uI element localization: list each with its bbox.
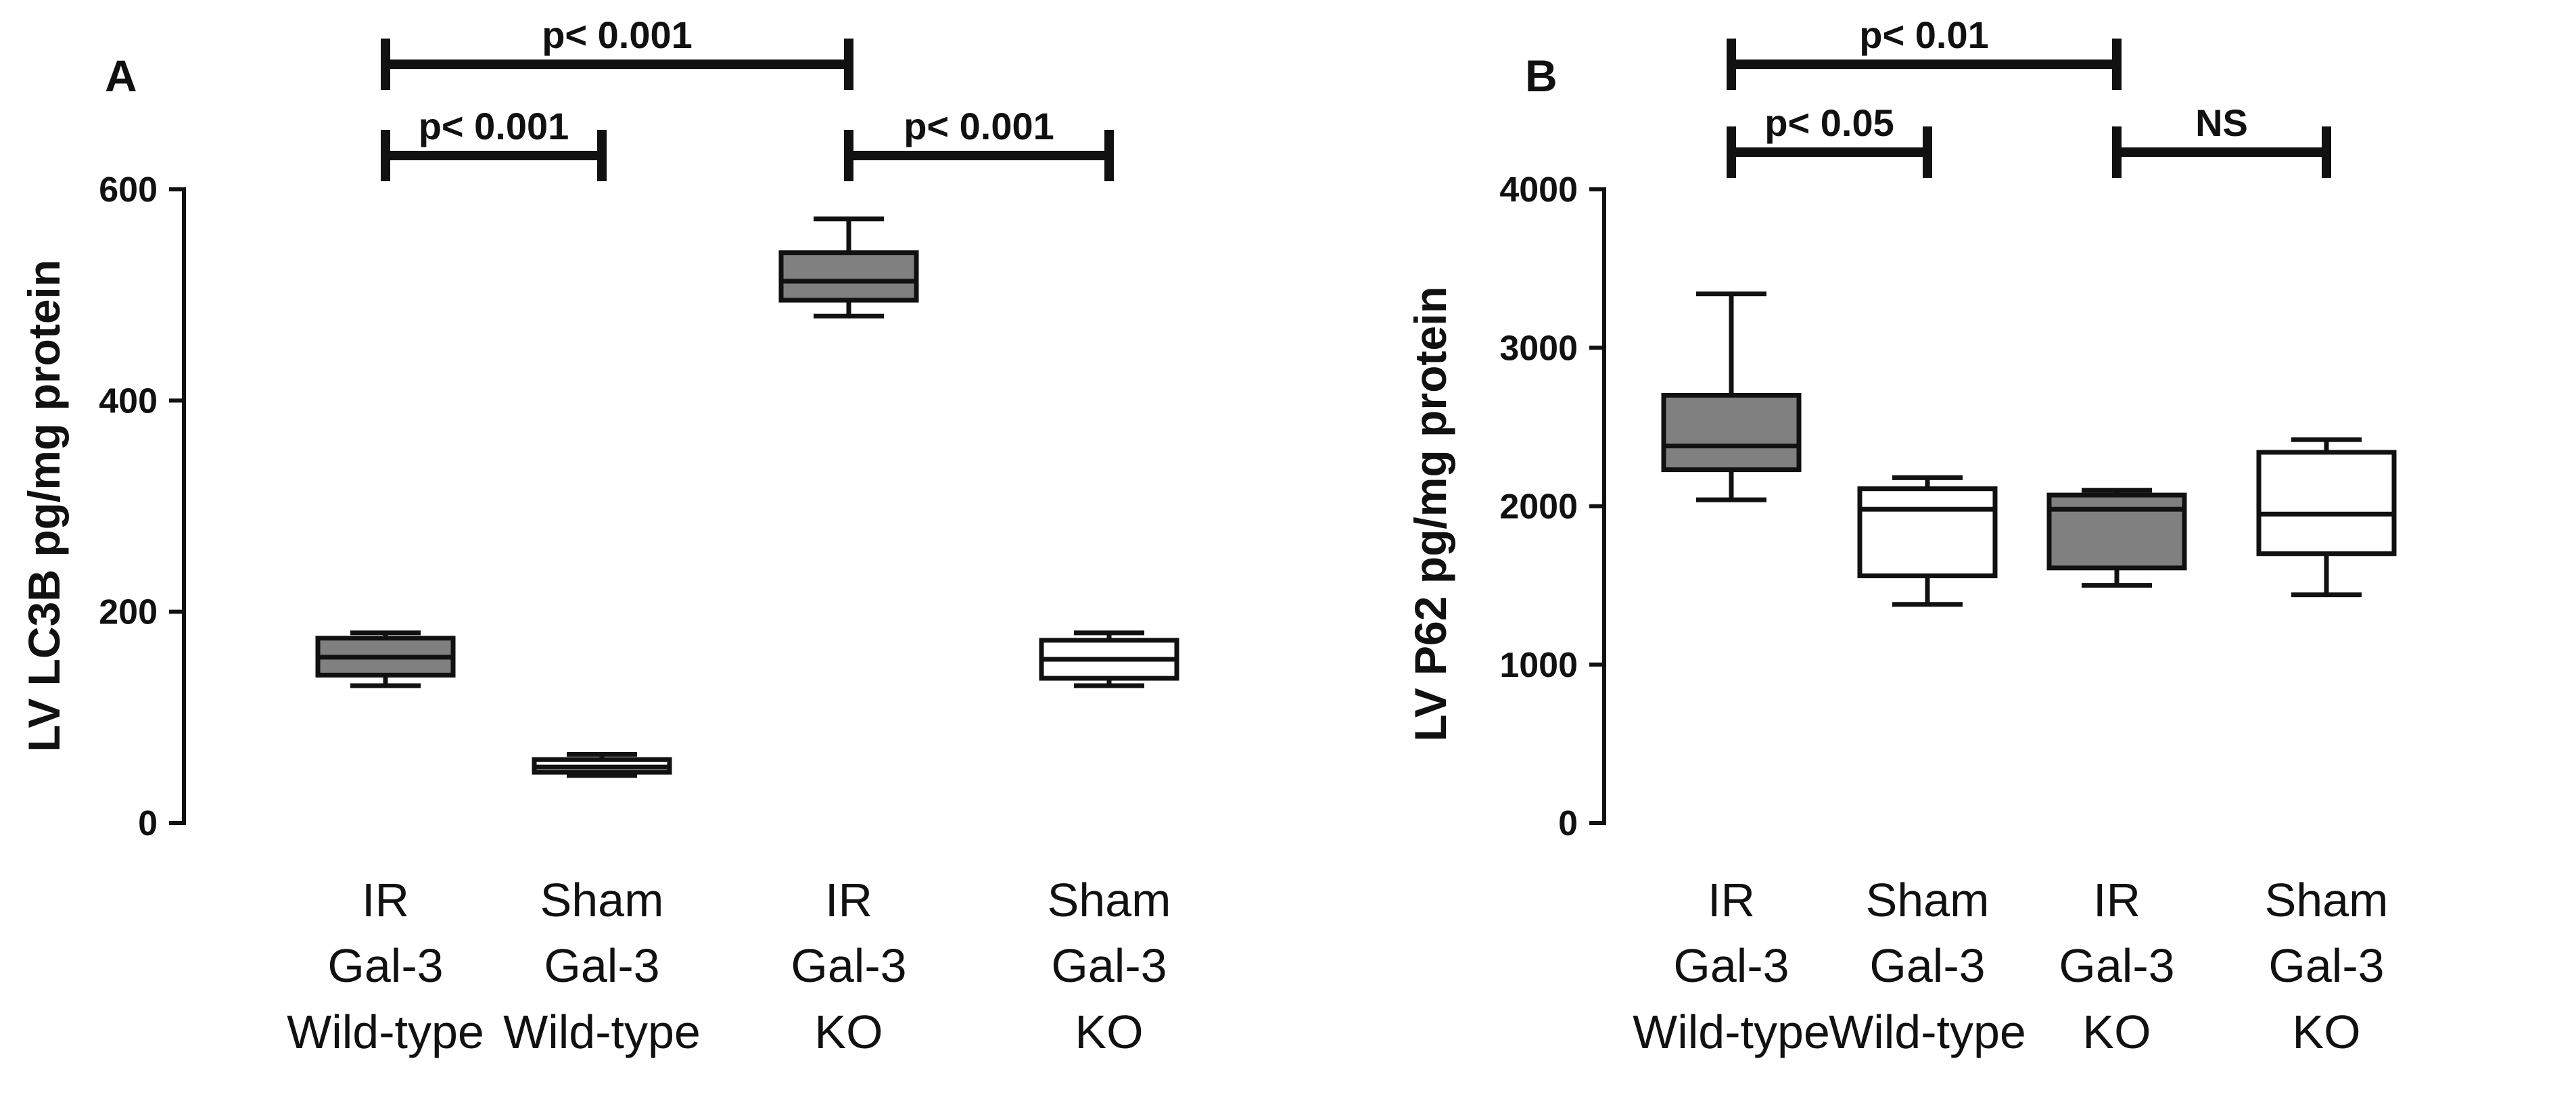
panel-a-category-label: Sham	[540, 874, 664, 926]
panel-a: A 0 200 400 600 LV LC3B pg/mg protein IR Gal-3 W…	[19, 14, 1179, 1058]
panel-b-category-label: Wild-type	[1829, 1006, 2026, 1058]
panel-a-y-tick-label: 0	[138, 804, 158, 843]
panel-b-y-tick-label: 2000	[1499, 488, 1578, 527]
iqr-box	[1857, 486, 1998, 579]
significance-label: NS	[2195, 101, 2248, 144]
panel-b-y-tick-label: 0	[1558, 804, 1578, 843]
significance-label: p< 0.001	[904, 105, 1054, 147]
significance-label: p< 0.05	[1764, 101, 1894, 144]
panel-a-category-label: Wild-type	[503, 1006, 701, 1058]
panel-a-category-label: IR	[362, 874, 409, 926]
panel-a-category-label: Gal-3	[327, 939, 443, 992]
panel-a-significance-3: p< 0.001	[381, 14, 853, 90]
panel-a-box-3	[778, 216, 919, 318]
significance-label: p< 0.01	[1859, 14, 1988, 56]
panel-b-y-tick-label: 4000	[1499, 170, 1578, 210]
panel-b-category-label: Sham	[1866, 874, 1990, 926]
significance-label: p< 0.001	[542, 14, 693, 56]
panel-b-significance-3: p< 0.01	[1727, 14, 2122, 90]
panel-a-box-1	[315, 630, 456, 688]
panel-b-significance-2: NS	[2112, 101, 2331, 178]
iqr-box	[778, 250, 919, 303]
panel-b-box-3	[2046, 488, 2187, 588]
iqr-box	[2046, 492, 2187, 571]
panel-a-significance-1: p< 0.001	[381, 105, 607, 181]
panel-a-category-label: KO	[814, 1006, 883, 1058]
panel-b-box-2	[1857, 475, 1998, 607]
panel-a-category-label: Wild-type	[287, 1006, 484, 1058]
panel-a-category-label: IR	[825, 874, 872, 926]
panel-a-y-axis-title: LV LC3B pg/mg protein	[19, 260, 69, 752]
panel-b-category-label: Gal-3	[1869, 939, 1985, 992]
panel-b-category-label: Sham	[2265, 874, 2389, 926]
panel-a-category-label: Gal-3	[791, 939, 906, 992]
panel-b-category-label: Gal-3	[2059, 939, 2174, 992]
panel-a-box-4	[1039, 630, 1179, 688]
panel-a-y-tick-label: 600	[99, 170, 158, 210]
panel-a-y-tick-label: 200	[99, 593, 158, 632]
panel-b-category-label: Wild-type	[1633, 1006, 1830, 1058]
panel-b-category-label: KO	[2082, 1006, 2151, 1058]
panel-a-category-label: Sham	[1048, 874, 1171, 926]
panel-a-category-label: Gal-3	[544, 939, 659, 992]
panel-a-box-2	[532, 751, 672, 778]
panel-b-category-label: IR	[2093, 874, 2140, 926]
panel-b-significance-1: p< 0.05	[1727, 101, 1932, 178]
panel-b-box-4	[2256, 437, 2397, 598]
panel-b-category-label: IR	[1708, 874, 1755, 926]
panel-b-label: B	[1525, 51, 1558, 101]
panel-b-category-label: Gal-3	[2268, 939, 2384, 992]
panel-b-category-label: Gal-3	[1673, 939, 1789, 992]
panel-b-y-tick-label: 1000	[1499, 646, 1578, 685]
panel-a-significance-2: p< 0.001	[844, 105, 1114, 181]
panel-b-y-axis-title: LV P62 pg/mg protein	[1405, 286, 1455, 742]
panel-b-y-tick-label: 3000	[1499, 329, 1578, 368]
iqr-box	[1661, 393, 1802, 473]
panel-b: B 0 1000 2000 3000 4000 LV P62 pg/mg protein IR…	[1405, 14, 2397, 1058]
significance-label: p< 0.001	[419, 105, 569, 147]
panel-a-y-tick-label: 400	[99, 381, 158, 421]
panel-b-category-label: KO	[2292, 1006, 2360, 1058]
panel-b-box-1	[1661, 291, 1802, 502]
panel-a-label: A	[105, 51, 137, 101]
panel-a-category-label: KO	[1075, 1006, 1143, 1058]
panel-a-category-label: Gal-3	[1051, 939, 1167, 992]
iqr-box	[2256, 450, 2397, 557]
